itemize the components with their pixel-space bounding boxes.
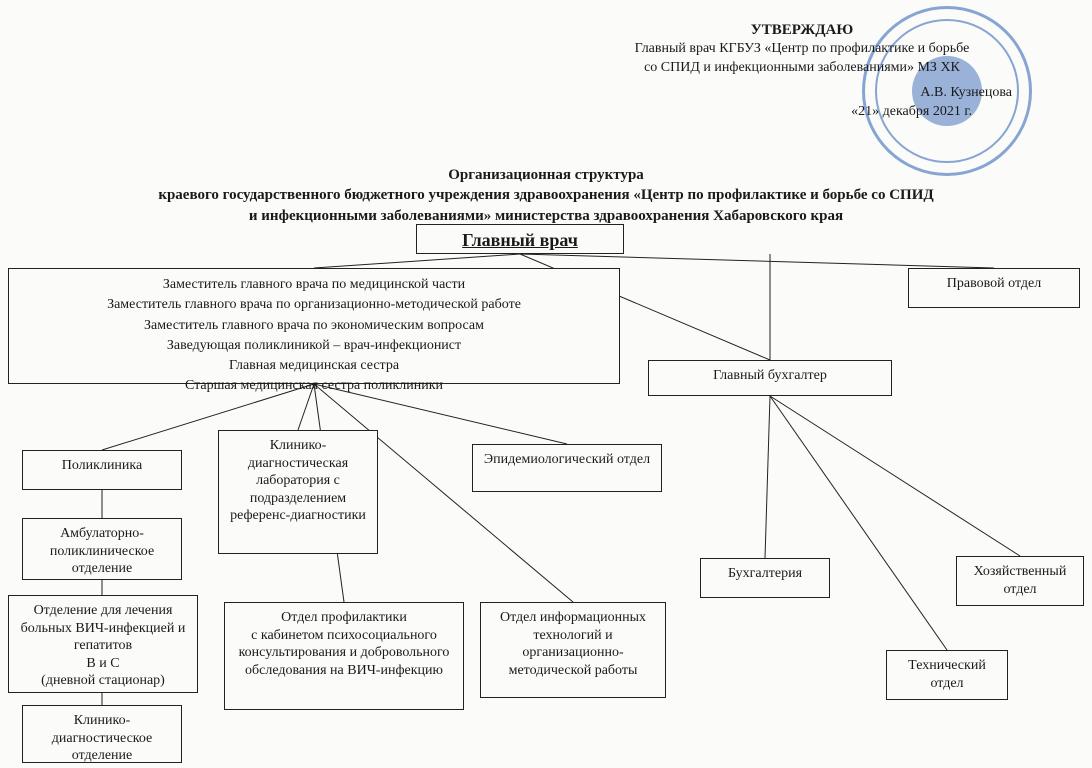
approve-signature-name: А.В. Кузнецова: [552, 84, 1052, 103]
approve-date: «21» декабря 2021 г.: [552, 103, 1052, 122]
node-outpatient-dept: Амбулаторно-поликлиническое отделение: [22, 518, 182, 580]
node-legal-dept: Правовой отдел: [908, 268, 1080, 308]
node-prevention-dept: Отдел профилактикис кабинетом психосоциа…: [224, 602, 464, 710]
node-chief-accountant: Главный бухгалтер: [648, 360, 892, 396]
node-it-org-dept: Отдел информационных технологий и органи…: [480, 602, 666, 698]
node-hiv-hepatitis-dept: Отделение для лечения больных ВИЧ-инфекц…: [8, 595, 198, 693]
page: { "colors": { "background": "#fbfbf9", "…: [0, 0, 1092, 768]
approve-line-1: Главный врач КГБУЗ «Центр по профилактик…: [552, 40, 1052, 59]
title-line-1: Организационная структура: [0, 165, 1092, 185]
node-deputies: Заместитель главного врача по медицинско…: [8, 268, 620, 384]
node-clinical-diagnostic-dept: Клинико-диагностическое отделение: [22, 705, 182, 763]
node-polyclinic: Поликлиника: [22, 450, 182, 490]
approval-block: УТВЕРЖДАЮ Главный врач КГБУЗ «Центр по п…: [552, 20, 1052, 122]
node-epidemiology-dept: Эпидемиологический отдел: [472, 444, 662, 492]
title-line-3: и инфекционными заболеваниями» министерс…: [0, 206, 1092, 226]
node-technical-dept: Технический отдел: [886, 650, 1008, 700]
document-title: Организационная структура краевого госуд…: [0, 165, 1092, 226]
approve-header: УТВЕРЖДАЮ: [552, 20, 1052, 40]
title-line-2: краевого государственного бюджетного учр…: [0, 185, 1092, 205]
node-chief-doctor: Главный врач: [416, 224, 624, 254]
node-economic-dept: Хозяйственный отдел: [956, 556, 1084, 606]
node-accounting: Бухгалтерия: [700, 558, 830, 598]
node-clinical-lab: Клинико-диагностическая лаборатория с по…: [218, 430, 378, 554]
approve-line-2: со СПИД и инфекционными заболеваниями» М…: [552, 59, 1052, 78]
